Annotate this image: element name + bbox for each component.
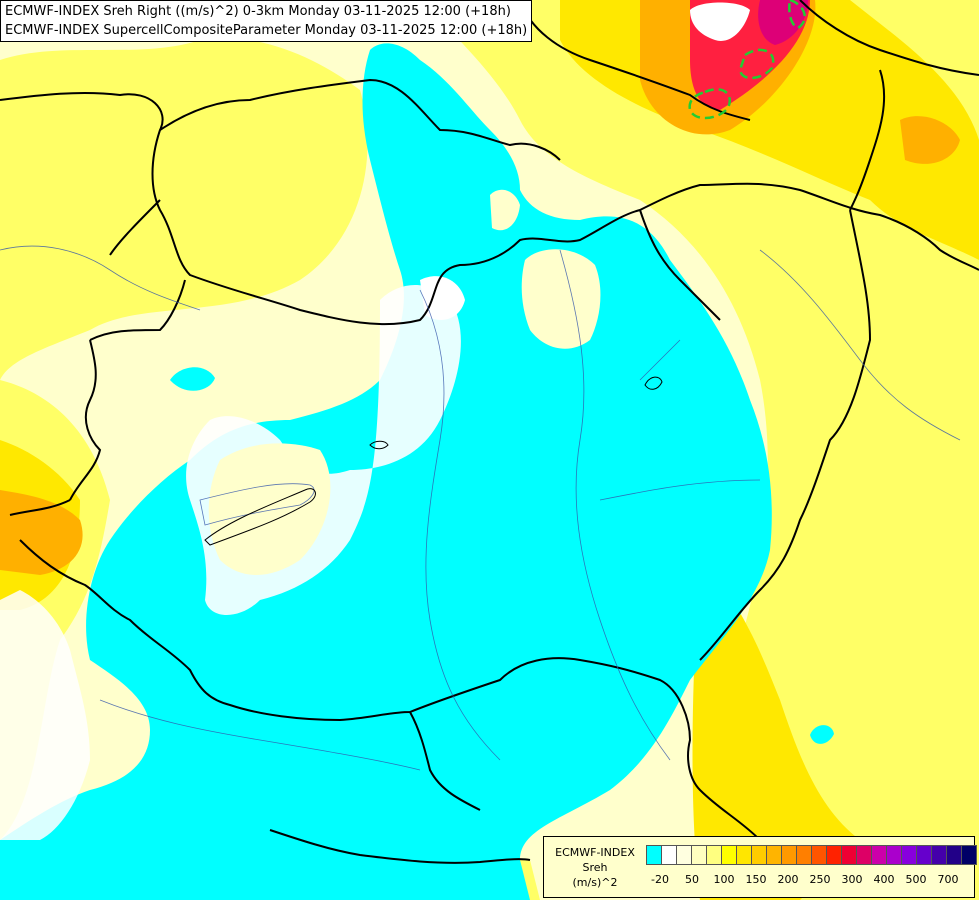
legend-tick-label: 100 (713, 873, 735, 886)
legend-swatch (721, 845, 737, 865)
legend-swatch (661, 845, 677, 865)
legend-label-line1: ECMWF-INDEX (555, 846, 635, 859)
legend-swatch (961, 845, 977, 865)
legend-swatch (751, 845, 767, 865)
legend-label-line2: Sreh (582, 861, 608, 874)
legend-swatch (856, 845, 872, 865)
legend-swatch (901, 845, 917, 865)
legend-label-line3: (m/s)^2 (572, 876, 618, 889)
country-borders (0, 0, 979, 864)
map-title-box: ECMWF-INDEX Sreh Right ((m/s)^2) 0-3km M… (0, 0, 533, 42)
white-gap-north (690, 2, 750, 41)
legend-swatch (691, 845, 707, 865)
legend-swatches (646, 845, 977, 865)
title-line-sreh: ECMWF-INDEX Sreh Right ((m/s)^2) 0-3km M… (5, 4, 511, 19)
legend-tick-label: 200 (777, 873, 799, 886)
legend-swatch (706, 845, 722, 865)
legend-swatch (886, 845, 902, 865)
scp-contour (688, 0, 806, 120)
sreh-magenta-core (758, 0, 808, 45)
lake-outlines (204, 376, 663, 546)
legend-swatch (916, 845, 932, 865)
pale-patch-upper (490, 189, 520, 231)
legend-swatch (736, 845, 752, 865)
legend-tick-label: 250 (809, 873, 831, 886)
legend-swatch (946, 845, 962, 865)
legend-swatch (826, 845, 842, 865)
legend-tick-label: 400 (873, 873, 895, 886)
legend-ticks: -20 50 100 150 200 250 300 400 500 700 (646, 873, 976, 889)
legend-swatch (841, 845, 857, 865)
legend-swatch (676, 845, 692, 865)
title-line-scp: ECMWF-INDEX SupercellCompositeParameter … (5, 23, 528, 38)
legend-tick-label: 150 (745, 873, 767, 886)
color-legend: ECMWF-INDEX Sreh (m/s)^2 -20 50 100 150 200 2… (543, 836, 977, 898)
legend-label: ECMWF-INDEX Sreh (m/s)^2 (550, 845, 640, 890)
legend-swatch (871, 845, 887, 865)
legend-tick-label: 50 (685, 873, 699, 886)
pale-patch-north (521, 249, 601, 349)
legend-swatch (811, 845, 827, 865)
legend-tick-label: -20 (651, 873, 669, 886)
legend-swatch (646, 845, 662, 865)
legend-swatch (781, 845, 797, 865)
pale-patch-west (208, 443, 331, 575)
legend-tick-label: 500 (905, 873, 927, 886)
legend-swatch (796, 845, 812, 865)
legend-swatch (766, 845, 782, 865)
legend-tick-label: 300 (841, 873, 863, 886)
legend-swatch (931, 845, 947, 865)
legend-tick-label: 700 (937, 873, 959, 886)
